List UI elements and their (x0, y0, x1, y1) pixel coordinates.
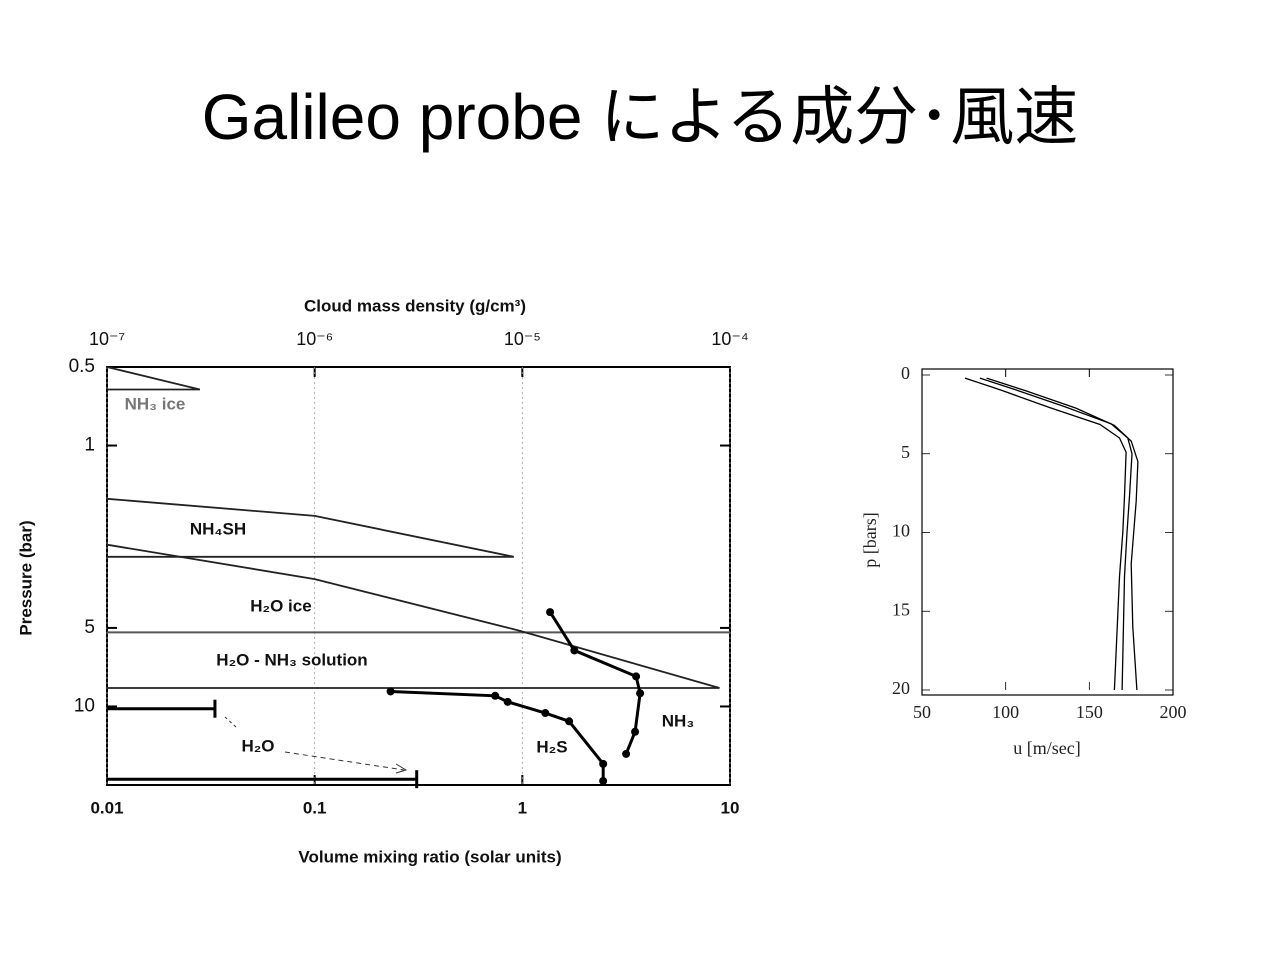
y-axis-label: p [bars] (860, 512, 880, 567)
cloud-profile (106, 366, 201, 391)
x-tick-label: 10 (721, 798, 740, 817)
series-label: NH₃ (662, 711, 694, 730)
data-point (622, 749, 631, 758)
cloud-profile (106, 497, 514, 558)
y-tick-label: 0.5 (69, 356, 95, 377)
y-tick-label: 5 (901, 442, 910, 462)
data-point (546, 608, 555, 617)
plot-frame (106, 366, 731, 786)
x2-tick-label: 10⁻⁵ (504, 329, 541, 349)
data-point (599, 776, 608, 785)
y-tick-label: 15 (892, 599, 910, 619)
series-line (986, 377, 1139, 691)
annotation-arrow (284, 751, 405, 771)
annotation-arrow (224, 716, 237, 728)
y-tick-label: 5 (84, 617, 95, 638)
x-axis-label: u [m/sec] (1013, 738, 1080, 758)
cloud-label: NH₃ ice (125, 394, 186, 413)
series-label: H₂O (241, 736, 274, 755)
cloud-label: NH₄SH (190, 519, 246, 538)
data-point (541, 709, 550, 718)
data-point (631, 727, 640, 736)
y-tick-label: 10 (74, 695, 95, 716)
x-tick-label: 50 (913, 702, 931, 722)
series-line (979, 377, 1133, 691)
cloud-label: H₂O ice (250, 596, 311, 615)
cloud-profile (106, 543, 720, 689)
x2-tick-label: 10⁻⁷ (89, 329, 125, 349)
y-tick-label: 0 (901, 363, 910, 383)
x2-tick-label: 10⁻⁴ (711, 329, 748, 349)
plot-frame (921, 368, 1174, 696)
x-tick-label: 150 (1076, 702, 1103, 722)
x-tick-label: 0.01 (90, 798, 123, 817)
x-tick-label: 1 (518, 798, 527, 817)
x2-tick-label: 10⁻⁶ (296, 329, 333, 349)
y-tick-label: 1 (84, 435, 95, 456)
data-point (491, 691, 500, 700)
data-point (386, 687, 395, 696)
x-tick-label: 0.1 (303, 798, 327, 817)
data-point (570, 646, 579, 655)
data-point (632, 672, 641, 681)
data-point (599, 759, 608, 768)
series-line (964, 377, 1127, 691)
x2-axis-label: Cloud mass density (g/cm³) (304, 296, 526, 315)
arrow-head (395, 763, 408, 774)
series-line (107, 707, 417, 781)
series-line (390, 690, 605, 781)
data-point (565, 717, 574, 726)
x-axis-label: Volume mixing ratio (solar units) (298, 847, 561, 866)
data-point (636, 689, 645, 698)
x-tick-label: 200 (1160, 702, 1187, 722)
slide-title: Galileo probe による成分･風速 (202, 81, 1079, 153)
y-axis-label: Pressure (bar) (16, 520, 35, 635)
data-point (503, 697, 512, 706)
y-tick-label: 10 (892, 521, 910, 541)
y-tick-label: 20 (892, 678, 910, 698)
x-tick-label: 100 (992, 702, 1019, 722)
series-line (548, 611, 642, 755)
series-label: H₂S (536, 737, 567, 756)
cloud-label: H₂O - NH₃ solution (216, 650, 367, 669)
